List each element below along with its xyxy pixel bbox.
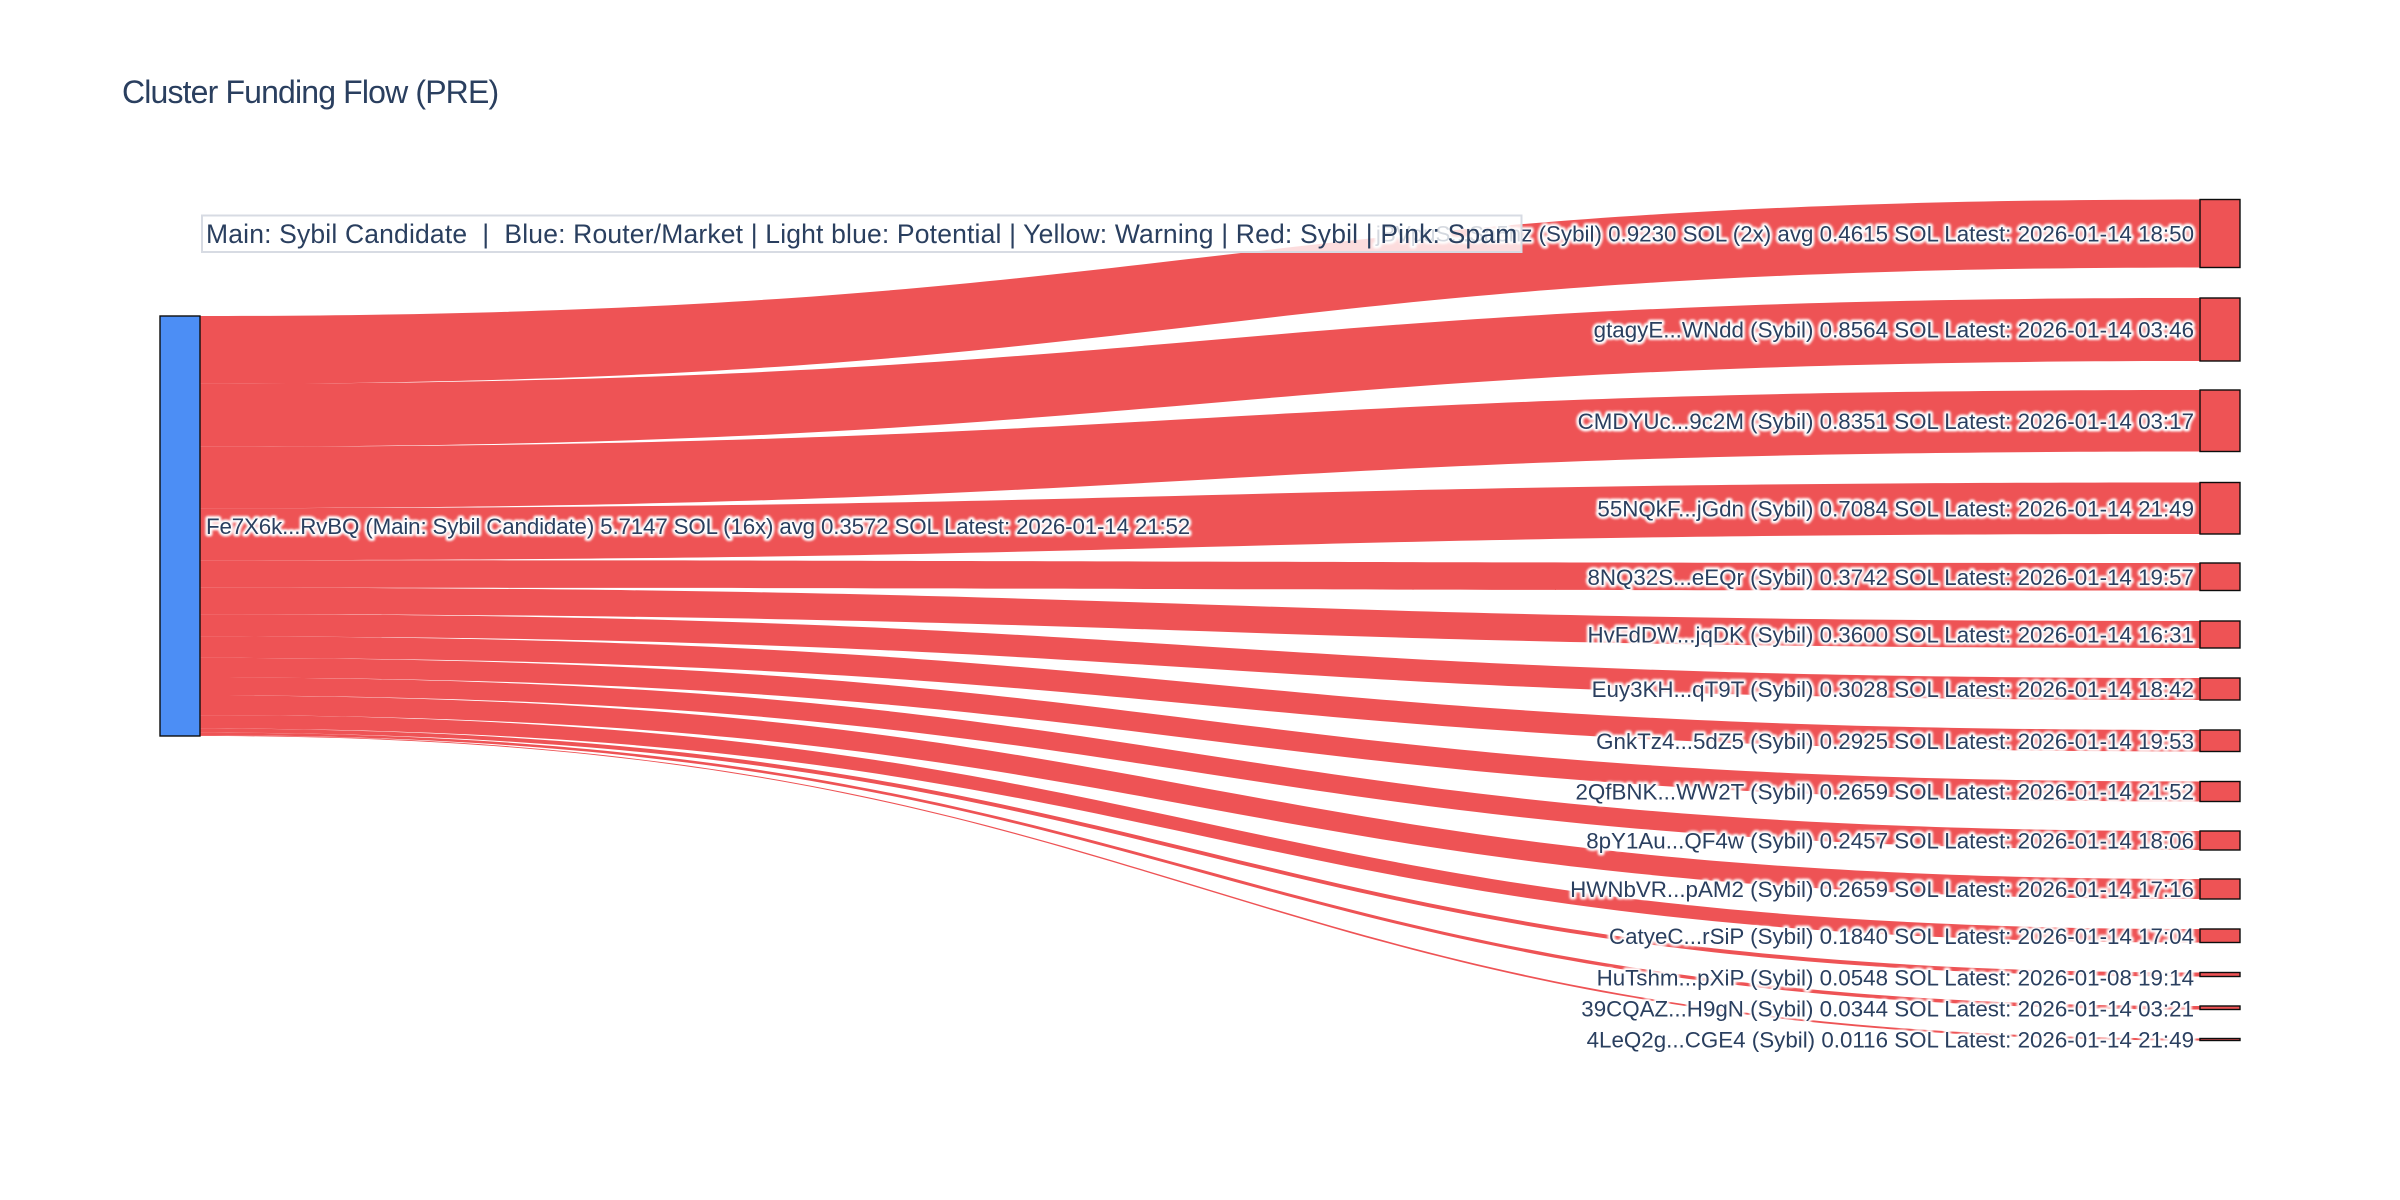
svg-text:8NQ32S...eEQr (Sybil) 0.3742 S: 8NQ32S...eEQr (Sybil) 0.3742 SOL Latest:… [1587, 565, 2194, 590]
svg-text:GnkTz4...5dZ5 (Sybil) 0.2925 S: GnkTz4...5dZ5 (Sybil) 0.2925 SOL Latest:… [1596, 729, 2194, 754]
svg-text:Cluster Funding Flow (PRE): Cluster Funding Flow (PRE) [122, 74, 498, 110]
svg-text:gtagyE...WNdd (Sybil) 0.8564 S: gtagyE...WNdd (Sybil) 0.8564 SOL Latest:… [1594, 318, 2194, 343]
svg-text:4LeQ2g...CGE4 (Sybil) 0.0116 S: 4LeQ2g...CGE4 (Sybil) 0.0116 SOL Latest:… [1587, 1028, 2194, 1053]
svg-text:8pY1Au...QF4w (Sybil) 0.2457 S: 8pY1Au...QF4w (Sybil) 0.2457 SOL Latest:… [1586, 829, 2194, 854]
svg-text:Euy3KH...qT9T (Sybil) 0.3028 S: Euy3KH...qT9T (Sybil) 0.3028 SOL Latest:… [1592, 677, 2194, 702]
svg-text:HWNbVR...pAM2 (Sybil) 0.2659 S: HWNbVR...pAM2 (Sybil) 0.2659 SOL Latest:… [1570, 877, 2194, 902]
svg-text:4LeQ2g...CGE4 (Sybil) 0.0116 S: 4LeQ2g...CGE4 (Sybil) 0.0116 SOL Latest:… [1587, 1028, 2194, 1053]
svg-text:CatyeC...rSiP (Sybil) 0.1840 S: CatyeC...rSiP (Sybil) 0.1840 SOL Latest:… [1609, 924, 2194, 949]
svg-text:Euy3KH...qT9T (Sybil) 0.3028 S: Euy3KH...qT9T (Sybil) 0.3028 SOL Latest:… [1592, 677, 2194, 702]
svg-text:HuTshm...pXiP (Sybil) 0.0548 S: HuTshm...pXiP (Sybil) 0.0548 SOL Latest:… [1597, 966, 2194, 991]
svg-text:CMDYUc...9c2M (Sybil) 0.8351 S: CMDYUc...9c2M (Sybil) 0.8351 SOL Latest:… [1578, 409, 2194, 434]
svg-text:CMDYUc...9c2M (Sybil) 0.8351 S: CMDYUc...9c2M (Sybil) 0.8351 SOL Latest:… [1578, 409, 2194, 434]
svg-text:HvFdDW...jqDK (Sybil) 0.3600 S: HvFdDW...jqDK (Sybil) 0.3600 SOL Latest:… [1588, 623, 2195, 648]
svg-text:Fe7X6k...RvBQ (Main: Sybil Can: Fe7X6k...RvBQ (Main: Sybil Candidate) 5.… [206, 514, 1190, 539]
svg-text:Main: Sybil Candidate | Blue: Main: Sybil Candidate | Blue: Router/Mar… [206, 219, 1517, 249]
svg-text:39CQAZ...H9gN (Sybil) 0.0344 S: 39CQAZ...H9gN (Sybil) 0.0344 SOL Latest:… [1581, 997, 2194, 1022]
svg-text:55NQkF...jGdn (Sybil) 0.7084 S: 55NQkF...jGdn (Sybil) 0.7084 SOL Latest:… [1597, 496, 2194, 521]
svg-text:HWNbVR...pAM2 (Sybil) 0.2659 S: HWNbVR...pAM2 (Sybil) 0.2659 SOL Latest:… [1570, 877, 2194, 902]
svg-text:39CQAZ...H9gN (Sybil) 0.0344 S: 39CQAZ...H9gN (Sybil) 0.0344 SOL Latest:… [1581, 997, 2194, 1022]
svg-text:HvFdDW...jqDK (Sybil) 0.3600 S: HvFdDW...jqDK (Sybil) 0.3600 SOL Latest:… [1588, 623, 2195, 648]
svg-text:CatyeC...rSiP (Sybil) 0.1840 S: CatyeC...rSiP (Sybil) 0.1840 SOL Latest:… [1609, 924, 2194, 949]
svg-text:gtagyE...WNdd (Sybil) 0.8564 S: gtagyE...WNdd (Sybil) 0.8564 SOL Latest:… [1594, 318, 2194, 343]
svg-text:2QfBNK...WW2T (Sybil) 0.2659 S: 2QfBNK...WW2T (Sybil) 0.2659 SOL Latest:… [1576, 780, 2195, 805]
svg-text:55NQkF...jGdn (Sybil) 0.7084 S: 55NQkF...jGdn (Sybil) 0.7084 SOL Latest:… [1597, 496, 2194, 521]
svg-text:GnkTz4...5dZ5 (Sybil) 0.2925 S: GnkTz4...5dZ5 (Sybil) 0.2925 SOL Latest:… [1596, 729, 2194, 754]
svg-text:8NQ32S...eEQr (Sybil) 0.3742 S: 8NQ32S...eEQr (Sybil) 0.3742 SOL Latest:… [1587, 565, 2194, 590]
svg-text:8pY1Au...QF4w (Sybil) 0.2457 S: 8pY1Au...QF4w (Sybil) 0.2457 SOL Latest:… [1586, 829, 2194, 854]
svg-text:Fe7X6k...RvBQ (Main: Sybil Can: Fe7X6k...RvBQ (Main: Sybil Candidate) 5.… [206, 514, 1190, 539]
svg-text:2QfBNK...WW2T (Sybil) 0.2659 S: 2QfBNK...WW2T (Sybil) 0.2659 SOL Latest:… [1576, 780, 2195, 805]
svg-text:HuTshm...pXiP (Sybil) 0.0548 S: HuTshm...pXiP (Sybil) 0.0548 SOL Latest:… [1597, 966, 2194, 991]
